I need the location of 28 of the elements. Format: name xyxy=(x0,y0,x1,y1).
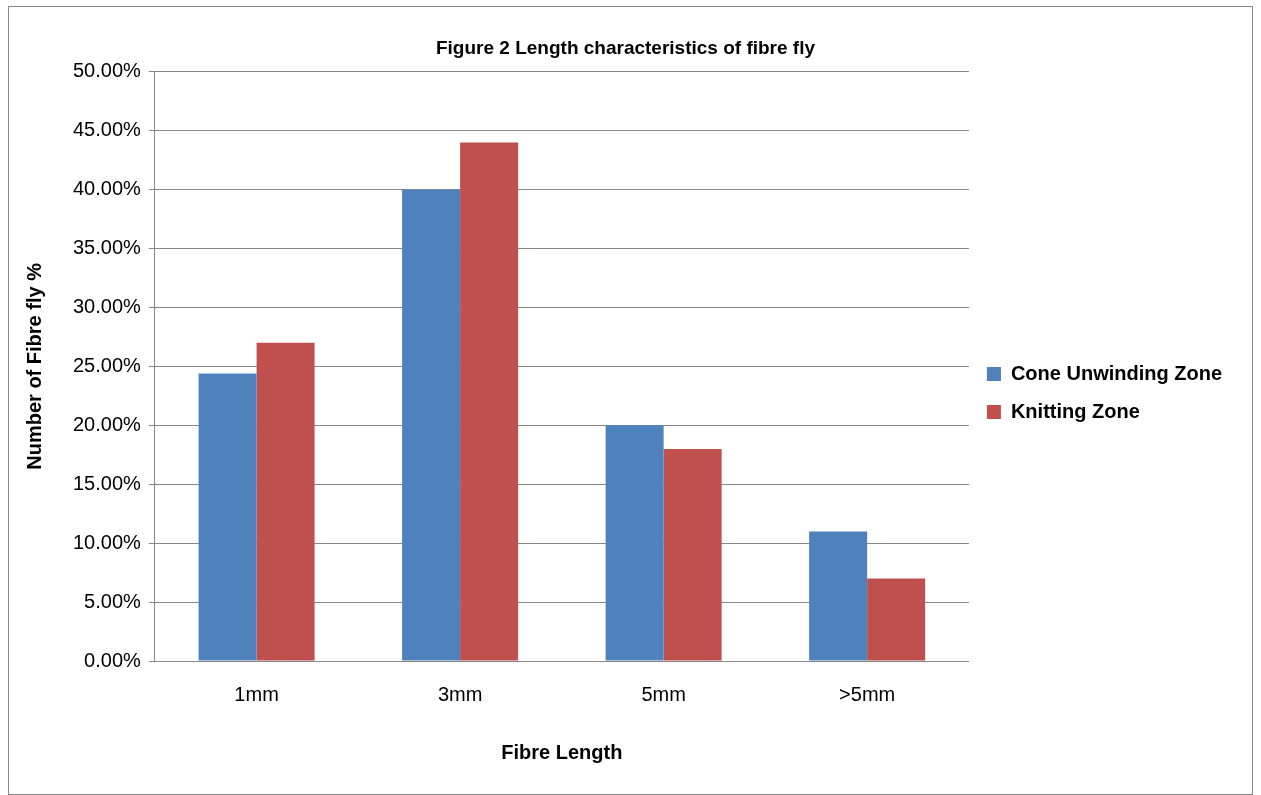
y-tick-label: 0.00% xyxy=(84,648,142,671)
x-tick-label: 3mm xyxy=(437,682,483,705)
y-tick-label: 15.00% xyxy=(72,471,142,494)
bar xyxy=(663,448,722,661)
bar xyxy=(256,342,315,661)
y-tick-label: 35.00% xyxy=(72,236,142,259)
bar xyxy=(605,425,664,661)
bar xyxy=(867,578,926,661)
y-tick-label: 25.00% xyxy=(72,353,142,376)
y-tick-label: 40.00% xyxy=(72,177,142,200)
chart-title: Figure 2 Length characteristics of fibre fly xyxy=(435,36,816,58)
y-tick-label: 30.00% xyxy=(72,295,142,317)
x-tick-label: >5mm xyxy=(839,682,896,705)
y-tick-label: 45.00% xyxy=(72,118,142,141)
y-tick-label: 10.00% xyxy=(72,530,142,553)
y-axis-title: Number of Fibre fly % xyxy=(22,262,45,470)
bar xyxy=(809,531,868,661)
y-tick-label: 20.00% xyxy=(72,412,142,435)
y-tick-label: 50.00% xyxy=(72,59,142,82)
bar xyxy=(198,373,257,661)
x-tick-label: 1mm xyxy=(234,682,279,705)
legend-label: Knitting Zone xyxy=(1010,399,1140,422)
x-axis-title: Fibre Length xyxy=(501,740,623,763)
bar xyxy=(402,189,461,661)
x-tick-label: 5mm xyxy=(641,682,686,705)
legend-label: Cone Unwinding Zone xyxy=(1010,361,1223,384)
bar xyxy=(460,142,519,661)
y-tick-label: 5.00% xyxy=(84,589,142,612)
